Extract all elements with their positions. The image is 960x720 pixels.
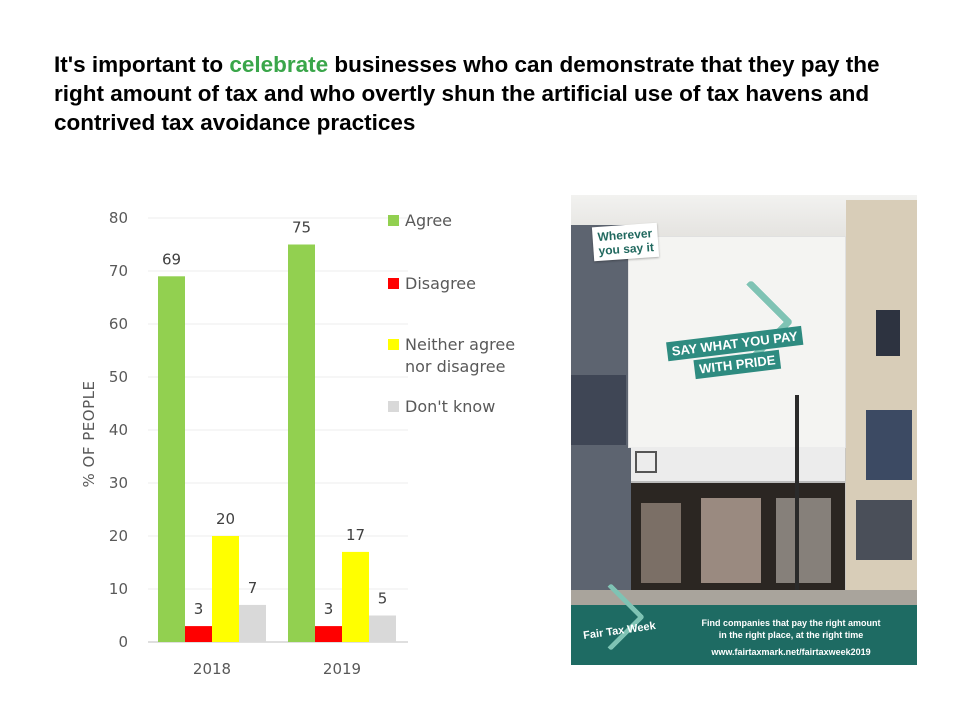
- y-tick-label: 70: [109, 262, 128, 280]
- legend-swatch: [388, 215, 399, 226]
- data-label: 3: [194, 600, 204, 618]
- data-label: 7: [248, 579, 258, 597]
- bar: [288, 244, 315, 642]
- legend-swatch: [388, 339, 399, 350]
- y-tick-label: 60: [109, 315, 128, 333]
- poster-lamp-post: [795, 395, 799, 595]
- bar: [239, 604, 266, 642]
- data-label: 20: [216, 510, 235, 528]
- poster-billboard: SAY WHAT YOU PAY WITH PRIDE: [629, 237, 845, 447]
- page-title: It's important to celebrate businesses w…: [54, 50, 934, 137]
- poster-building-left-window: [571, 375, 626, 445]
- y-tick-label: 50: [109, 368, 128, 386]
- poster-footer: Fair Tax Week Find companies that pay th…: [571, 583, 917, 665]
- bar: [369, 615, 396, 642]
- poster-tagline: Wherever you say it: [591, 222, 660, 262]
- bar: [185, 626, 212, 642]
- poster-building-right: [846, 200, 917, 610]
- y-tick-label: 40: [109, 421, 128, 439]
- close-box-icon: [635, 451, 657, 473]
- bar: [158, 276, 185, 642]
- poster-tagline-line2: you say it: [598, 240, 655, 258]
- y-tick-label: 0: [118, 633, 128, 651]
- poster-footer-line1: Find companies that pay the right amount: [701, 618, 881, 628]
- y-tick-label: 80: [109, 209, 128, 227]
- poster-awning: [631, 447, 845, 483]
- legend-label: nor disagree: [405, 357, 505, 376]
- y-axis-label: % OF PEOPLE: [80, 381, 98, 488]
- campaign-poster-image: SAY WHAT YOU PAY WITH PRIDE Wherever you…: [571, 195, 917, 665]
- y-tick-label: 10: [109, 580, 128, 598]
- legend-label: Don't know: [405, 397, 495, 416]
- data-label: 5: [378, 590, 388, 608]
- data-label: 17: [346, 526, 365, 544]
- x-category-label: 2018: [193, 660, 231, 678]
- poster-footer-url: www.fairtaxmark.net/fairtaxweek2019: [711, 647, 871, 657]
- poster-footer-line2: in the right place, at the right time: [718, 630, 864, 640]
- bar: [212, 536, 239, 642]
- data-label: 3: [324, 600, 334, 618]
- survey-bar-chart: 0 10 20 30 40 50 60 70 80 % OF PEOPLE 69 3 20 7 2018 75…: [80, 209, 515, 678]
- bar: [315, 626, 342, 642]
- y-tick-label: 20: [109, 527, 128, 545]
- legend-label: Disagree: [405, 274, 476, 293]
- legend-swatch: [388, 401, 399, 412]
- legend-label: Agree: [405, 211, 452, 230]
- legend-label: Neither agree: [405, 335, 515, 354]
- bar: [342, 551, 369, 642]
- y-tick-label: 30: [109, 474, 128, 492]
- data-label: 75: [292, 219, 311, 237]
- title-highlight-word: celebrate: [229, 52, 329, 77]
- title-text-start: It's important to: [54, 52, 230, 77]
- poster-storefront: [631, 483, 845, 598]
- legend-swatch: [388, 278, 399, 289]
- x-category-label: 2019: [323, 660, 361, 678]
- data-label: 69: [162, 250, 181, 268]
- poster-footer-text: Find companies that pay the right amount…: [671, 617, 911, 641]
- title-text-end: businesses who can demonstrate that they…: [54, 52, 880, 135]
